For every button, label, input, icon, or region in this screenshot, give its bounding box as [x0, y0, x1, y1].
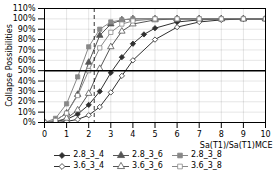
svg-text:80%: 80%: [18, 35, 36, 44]
html-text:3.6_3_8: 3.6_3_8: [191, 161, 222, 170]
svg-text:60%: 60%: [18, 56, 36, 65]
svg-text:10%: 10%: [18, 108, 36, 117]
svg-text:6: 6: [175, 130, 180, 139]
svg-text:7: 7: [197, 130, 202, 139]
svg-text:110%: 110%: [13, 4, 36, 13]
svg-text:0%: 0%: [23, 118, 36, 127]
svg-text:Sa(T1)/Sa(T1)MCE: Sa(T1)/Sa(T1)MCE: [200, 141, 273, 150]
svg-text:2: 2: [86, 130, 91, 139]
html-text:2.8_3_6: 2.8_3_6: [132, 150, 163, 159]
html-text:3.6_3_6: 3.6_3_6: [132, 161, 163, 170]
svg-text:40%: 40%: [18, 77, 36, 86]
svg-text:5: 5: [152, 130, 157, 139]
svg-text:8: 8: [219, 130, 224, 139]
svg-text:1: 1: [64, 130, 69, 139]
svg-text:20%: 20%: [18, 97, 36, 106]
html-text:2.8_3_4: 2.8_3_4: [73, 150, 104, 159]
svg-text:4: 4: [130, 130, 135, 139]
svg-text:9: 9: [241, 130, 246, 139]
svg-text:10: 10: [260, 130, 270, 139]
html-text:3.6_3_4: 3.6_3_4: [73, 161, 104, 170]
svg-text:Collapse Possibilities: Collapse Possibilities: [5, 24, 14, 107]
svg-text:70%: 70%: [18, 46, 36, 55]
svg-text:3: 3: [108, 130, 113, 139]
svg-text:50%: 50%: [18, 66, 36, 75]
html-text:2.8_3_8: 2.8_3_8: [191, 150, 222, 159]
svg-text:100%: 100%: [13, 14, 36, 23]
svg-text:30%: 30%: [18, 87, 36, 96]
svg-text:90%: 90%: [18, 25, 36, 34]
svg-text:0: 0: [42, 130, 47, 139]
